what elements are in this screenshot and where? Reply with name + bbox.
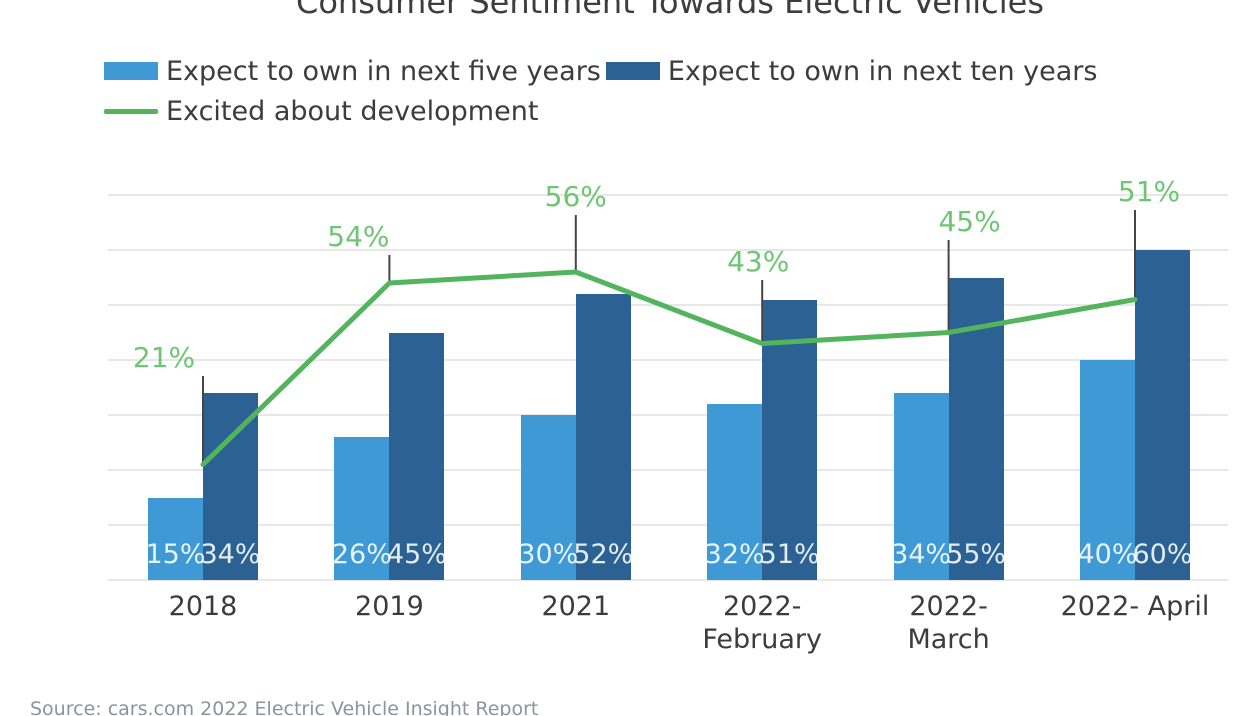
x-tick-line: 2022-: [909, 591, 988, 622]
x-tick-label: 2018: [108, 590, 298, 623]
bar-value-label: 52%: [573, 539, 634, 570]
x-tick-label: 2021: [481, 590, 671, 623]
legend-swatch-five-years: [104, 62, 158, 80]
bar-value-label: 60%: [1132, 539, 1193, 570]
legend-label-ten-years: Expect to own in next ten years: [667, 55, 1098, 87]
gridline: [108, 579, 1228, 581]
trend-value-label: 51%: [1117, 175, 1181, 208]
x-tick-label: 2022- April: [1040, 590, 1230, 623]
legend-label-excited: Excited about development: [166, 95, 539, 127]
bar-value-label: 34%: [200, 539, 261, 570]
trend-value-label: 54%: [327, 220, 390, 253]
trend-value-label: 43%: [727, 245, 790, 278]
bar-value-label: 45%: [386, 539, 447, 570]
gridline: [108, 359, 1228, 361]
bar-value-label: 34%: [891, 539, 952, 570]
x-tick-label: 2022- February: [667, 590, 857, 656]
x-tick-line: 2021: [541, 591, 611, 622]
bar-value-label: 32%: [704, 539, 765, 570]
bar-value-label: 15%: [145, 539, 206, 570]
bar-five-years: [148, 497, 203, 580]
legend: Expect to own in next five years Expect …: [104, 52, 1097, 130]
legend-label-five-years: Expect to own in next five years: [166, 55, 601, 87]
chart-title: Consumer Sentiment Towards Electric Vehi…: [296, 0, 1044, 21]
bar-value-label: 51%: [759, 539, 820, 570]
bar-value-label: 55%: [946, 539, 1007, 570]
gridline: [108, 304, 1228, 306]
legend-line-swatch-excited: [104, 108, 158, 114]
x-tick-line: February: [702, 624, 823, 655]
bar-ten-years: [762, 299, 818, 580]
gridline: [108, 524, 1228, 526]
x-tick-line: 2019: [355, 591, 424, 622]
trend-value-label: 21%: [132, 341, 196, 374]
x-tick-label: 2022- March: [854, 590, 1044, 656]
x-tick-label: 2019: [294, 590, 484, 623]
trend-value-label: 56%: [544, 180, 607, 213]
bar-value-label: 26%: [331, 539, 392, 570]
legend-row-1: Expect to own in next five years Expect …: [104, 52, 1097, 90]
trend-value-label: 45%: [938, 205, 1001, 238]
bar-ten-years: [575, 294, 631, 580]
x-tick-line: 2022-: [722, 591, 802, 622]
x-tick-line: 2018: [168, 591, 238, 622]
gridline: [108, 469, 1228, 471]
gridline: [108, 249, 1228, 251]
bar-value-label: 30%: [518, 539, 579, 570]
gridline: [108, 414, 1228, 416]
legend-swatch-ten-years: [605, 62, 660, 80]
x-tick-line: 2022- April: [1060, 591, 1210, 622]
source-note: Source: cars.com 2022 Electric Vehicle I…: [30, 698, 539, 716]
gridline: [108, 194, 1228, 196]
legend-row-2: Excited about development: [104, 92, 1097, 130]
bar-ten-years: [948, 277, 1004, 580]
x-tick-line: March: [907, 624, 990, 655]
bar-ten-years: [1135, 250, 1190, 580]
bar-value-label: 40%: [1077, 539, 1138, 570]
